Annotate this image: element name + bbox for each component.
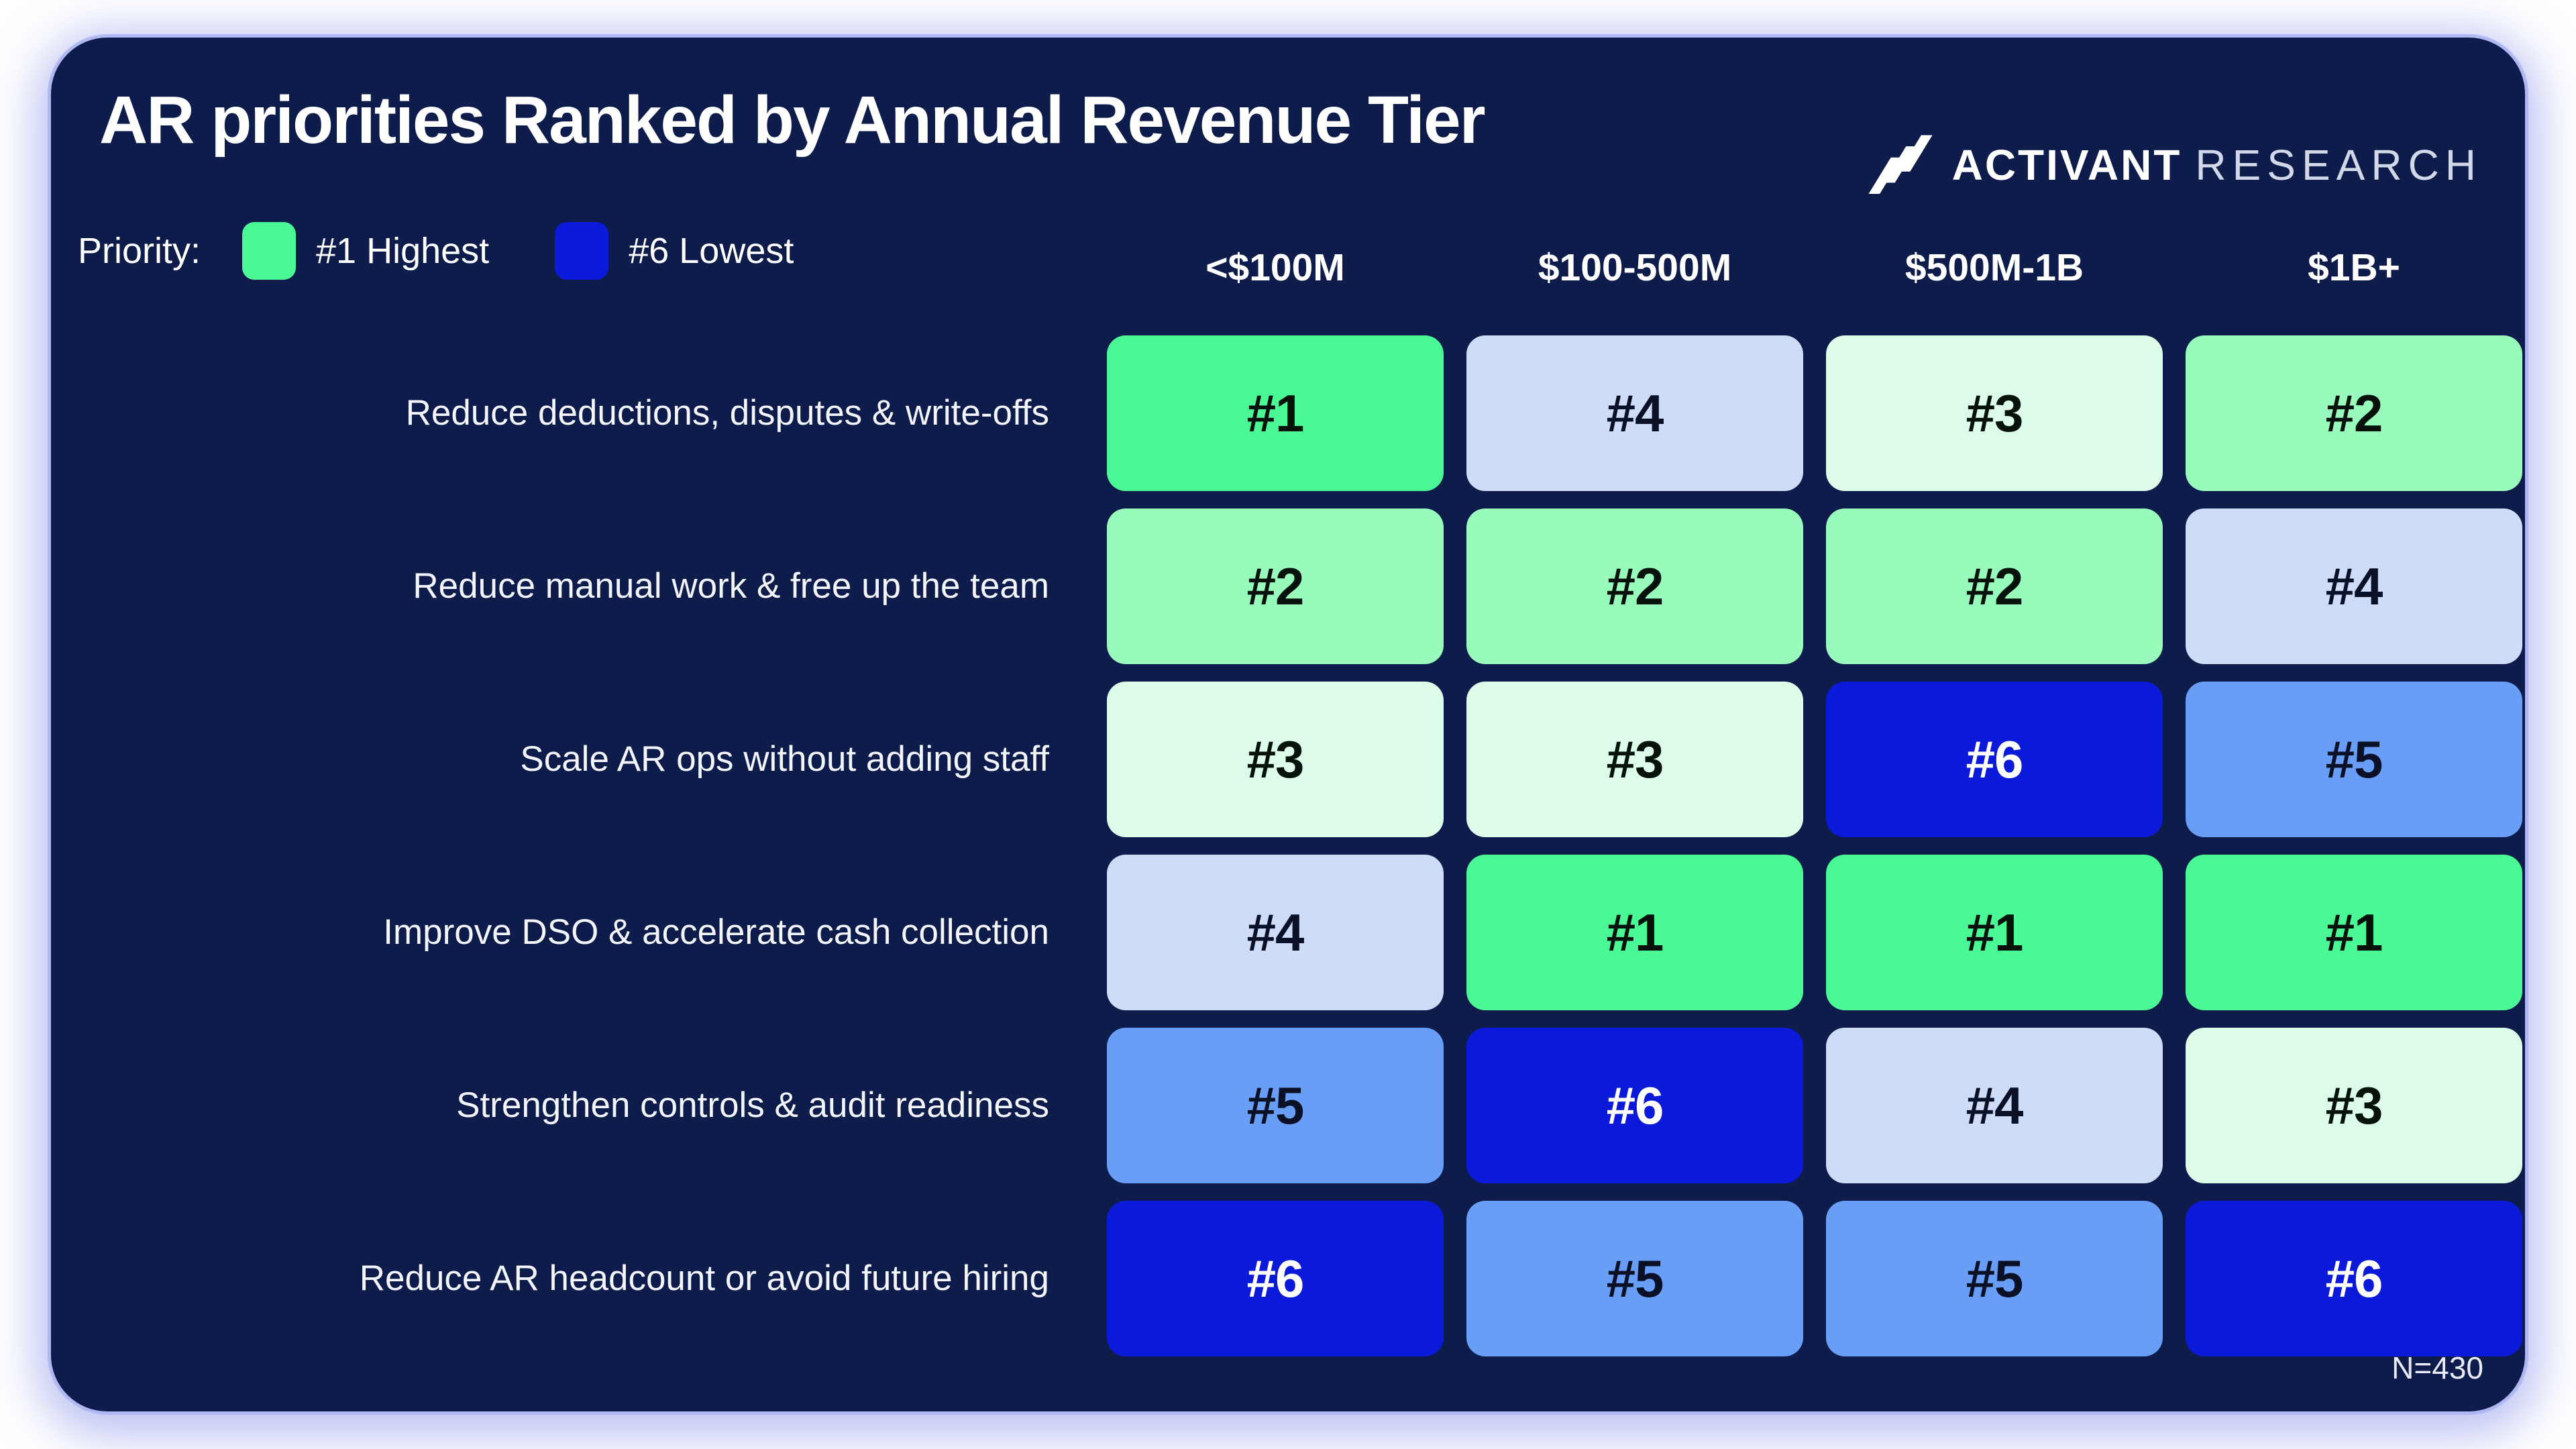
rank-cell: #2	[2186, 335, 2522, 491]
rank-cell: #1	[1826, 855, 2163, 1010]
activant-stripes-icon	[1868, 135, 1933, 194]
column-header: $1B+	[2308, 246, 2400, 289]
rank-cell: #5	[1466, 1201, 1803, 1356]
rank-cell: #2	[1826, 508, 2163, 664]
activant-research-logo: ACTIVANT RESEARCH	[1868, 133, 2482, 197]
rank-cell: #4	[1107, 855, 1444, 1010]
legend-swatch-lowest	[555, 222, 609, 280]
rank-cell: #1	[1466, 855, 1803, 1010]
rank-cell: #6	[2186, 1201, 2522, 1356]
rank-cell: #5	[1107, 1028, 1444, 1183]
chart-card: AR priorities Ranked by Annual Revenue T…	[51, 38, 2525, 1411]
column-header: $500M-1B	[1904, 246, 2084, 289]
priority-legend: Priority: #1 Highest #6 Lowest	[78, 211, 794, 291]
grid-corner-spacer	[94, 217, 1084, 318]
rank-cell: #1	[2186, 855, 2522, 1010]
legend-lowest-label: #6 Lowest	[629, 231, 794, 271]
rank-cell: #3	[1107, 682, 1444, 837]
rank-cell: #4	[1826, 1028, 2163, 1183]
rank-cell: #2	[1466, 508, 1803, 664]
row-label: Scale AR ops without adding staff	[520, 739, 1049, 779]
rank-cell: #2	[1107, 508, 1444, 664]
rank-cell: #3	[1826, 335, 2163, 491]
rank-cell: #3	[2186, 1028, 2522, 1183]
logo-suffix: RESEARCH	[2195, 141, 2482, 189]
rank-cell: #5	[1826, 1201, 2163, 1356]
row-label: Reduce deductions, disputes & write-offs	[405, 392, 1049, 433]
legend-label: Priority:	[78, 231, 201, 271]
row-label: Reduce AR headcount or avoid future hiri…	[359, 1258, 1049, 1298]
rank-cell: #5	[2186, 682, 2522, 837]
row-label: Improve DSO & accelerate cash collection	[383, 912, 1049, 952]
rank-cell: #4	[2186, 508, 2522, 664]
row-label: Reduce manual work & free up the team	[413, 566, 1049, 606]
logo-wordmark: ACTIVANT	[1951, 141, 2182, 189]
column-header: $100-500M	[1538, 246, 1732, 289]
rank-cell: #6	[1826, 682, 2163, 837]
rank-cell: #4	[1466, 335, 1803, 491]
ranking-grid: <$100M $100-500M $500M-1B $1B+ Reduce de…	[94, 217, 2522, 1356]
page-title: AR priorities Ranked by Annual Revenue T…	[99, 83, 1486, 158]
legend-swatch-highest	[242, 222, 297, 280]
row-label: Strengthen controls & audit readiness	[456, 1085, 1049, 1125]
sample-size: N=430	[2392, 1350, 2483, 1385]
rank-cell: #3	[1466, 682, 1803, 837]
rank-cell: #6	[1107, 1201, 1444, 1356]
rank-cell: #1	[1107, 335, 1444, 491]
legend-highest-label: #1 Highest	[316, 231, 490, 271]
column-header: <$100M	[1205, 246, 1345, 289]
rank-cell: #6	[1466, 1028, 1803, 1183]
